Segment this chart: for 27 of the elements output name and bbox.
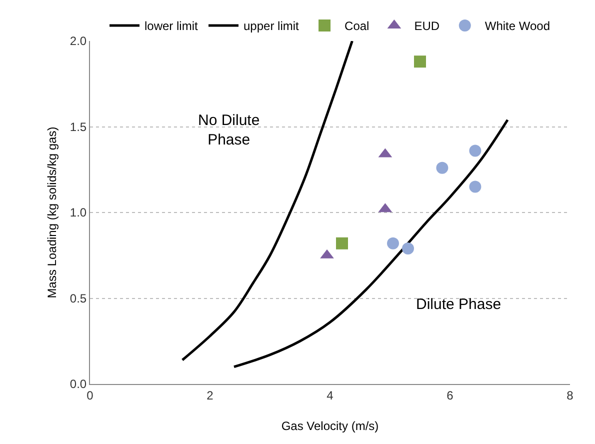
point [469,180,482,193]
point [469,144,482,157]
y-axis-title: Mass Loading (kg solids/kg gas) [45,126,59,298]
y-tick-label: 1.0 [70,206,87,220]
point [414,56,426,68]
x-tick-label: 8 [566,388,574,402]
line-series [181,41,354,362]
y-tick-label: 2.0 [70,34,87,48]
point [387,237,399,250]
annotation: Dilute Phase [416,296,502,313]
x-tick-label: 4 [326,388,334,402]
legend-label: Coal [344,19,370,34]
point [436,162,448,174]
legend-label: lower limit [144,19,199,34]
point [336,237,348,250]
x-axis-title: Gas Velocity (m/s) [281,419,379,433]
x-tick-label: 0 [86,388,94,402]
legend-label: upper limit [244,19,300,34]
point [402,242,414,255]
y-tick-label: 0.0 [70,377,87,392]
y-tick-label: 0.5 [70,291,87,306]
legend-label: EUD [414,19,440,34]
y-tick-label: 1.5 [70,120,87,134]
legend-label: White Wood [484,19,550,34]
x-tick-label: 6 [446,388,454,402]
x-tick-label: 2 [206,388,214,402]
annotation: No Dilute Phase [198,112,260,148]
